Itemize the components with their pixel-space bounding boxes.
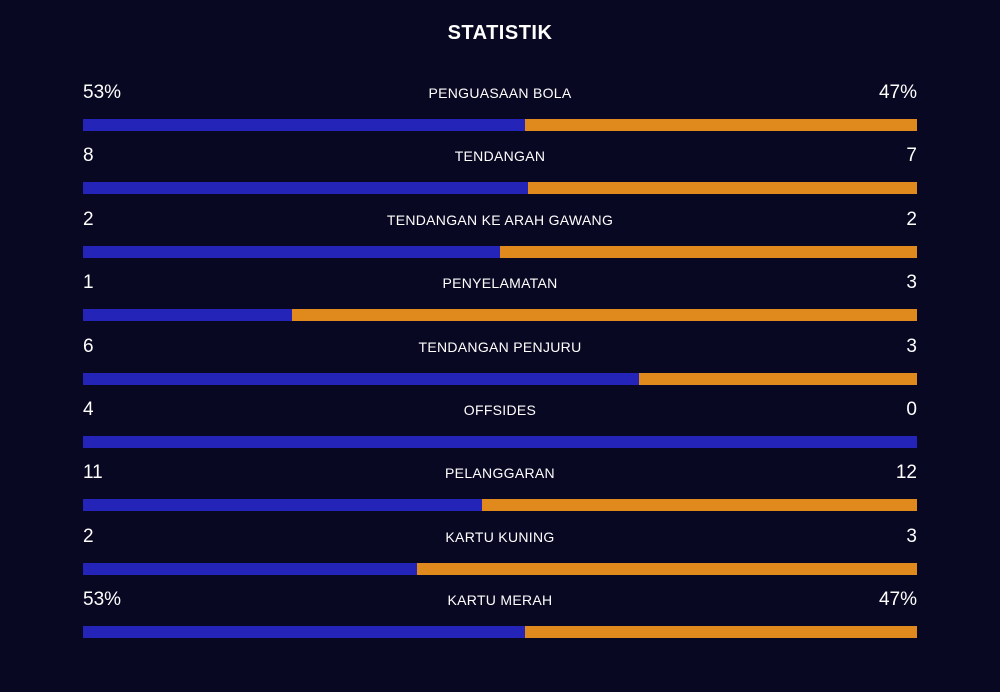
- home-bar: [83, 435, 917, 448]
- away-value: 2: [906, 208, 917, 230]
- home-value: 11: [83, 462, 103, 484]
- stat-label: PELANGGARAN: [445, 465, 555, 482]
- home-bar: [83, 119, 526, 131]
- stat-row: 53% KARTU MERAH 47%: [83, 587, 917, 650]
- away-bar: [639, 372, 917, 385]
- home-bar: [83, 626, 526, 639]
- away-bar: [291, 309, 917, 322]
- home-value: 2: [83, 525, 94, 547]
- stat-label: TENDANGAN PENJURU: [418, 338, 582, 355]
- comparison-bar: [83, 119, 917, 131]
- away-value: 12: [895, 462, 917, 484]
- home-bar: [83, 562, 417, 575]
- comparison-bar: [83, 372, 917, 385]
- home-bar: [83, 499, 482, 512]
- away-bar: [481, 499, 917, 512]
- away-value: 3: [906, 335, 917, 357]
- comparison-bar: [83, 499, 917, 512]
- home-value: 1: [83, 272, 94, 294]
- home-bar: [83, 245, 500, 258]
- home-bar: [83, 372, 640, 385]
- comparison-bar: [83, 309, 917, 322]
- away-bar: [500, 245, 917, 258]
- stat-label: KARTU KUNING: [445, 528, 555, 545]
- away-bar: [527, 182, 917, 195]
- home-value: 8: [83, 145, 94, 167]
- stat-row: 1 PENYELAMATAN 3: [83, 270, 917, 333]
- away-bar: [525, 626, 917, 639]
- comparison-bar: [83, 562, 917, 575]
- stat-row: 4 OFFSIDES 0: [83, 397, 917, 460]
- away-value: 0: [906, 398, 917, 420]
- comparison-bar: [83, 245, 917, 258]
- stat-row: 8 TENDANGAN 7: [83, 143, 917, 206]
- comparison-bar: [83, 182, 917, 195]
- home-value: 6: [83, 335, 94, 357]
- home-bar: [83, 309, 292, 322]
- away-value: 47%: [878, 589, 917, 611]
- away-value: 3: [906, 272, 917, 294]
- comparison-bar: [83, 435, 917, 448]
- stat-row: 6 TENDANGAN PENJURU 3: [83, 334, 917, 397]
- stat-label: TENDANGAN KE ARAH GAWANG: [386, 211, 614, 228]
- stat-label: TENDANGAN: [454, 148, 546, 165]
- stat-row: 53% PENGUASAAN BOLA 47%: [83, 80, 917, 143]
- home-value: 53%: [83, 82, 122, 103]
- away-bar: [416, 562, 917, 575]
- home-value: 4: [83, 398, 94, 420]
- stats-title: STATISTIK: [447, 22, 553, 44]
- away-bar: [525, 119, 917, 131]
- stat-row: 11 PELANGGARAN 12: [83, 460, 917, 523]
- stat-label: PENGUASAAN BOLA: [428, 85, 572, 101]
- stats-list: 53% PENGUASAAN BOLA 47% 8 TENDANGAN 7 2 …: [83, 80, 917, 651]
- stat-label: OFFSIDES: [463, 401, 537, 418]
- home-value: 53%: [83, 589, 122, 611]
- stat-label: PENYELAMATAN: [442, 275, 558, 292]
- stat-label: KARTU MERAH: [447, 592, 553, 609]
- stat-row: 2 TENDANGAN KE ARAH GAWANG 2: [83, 207, 917, 270]
- away-value: 47%: [878, 82, 917, 103]
- away-value: 7: [906, 145, 917, 167]
- away-value: 3: [906, 525, 917, 547]
- home-bar: [83, 182, 528, 195]
- home-value: 2: [83, 208, 94, 230]
- stat-row: 2 KARTU KUNING 3: [83, 524, 917, 587]
- comparison-bar: [83, 626, 917, 639]
